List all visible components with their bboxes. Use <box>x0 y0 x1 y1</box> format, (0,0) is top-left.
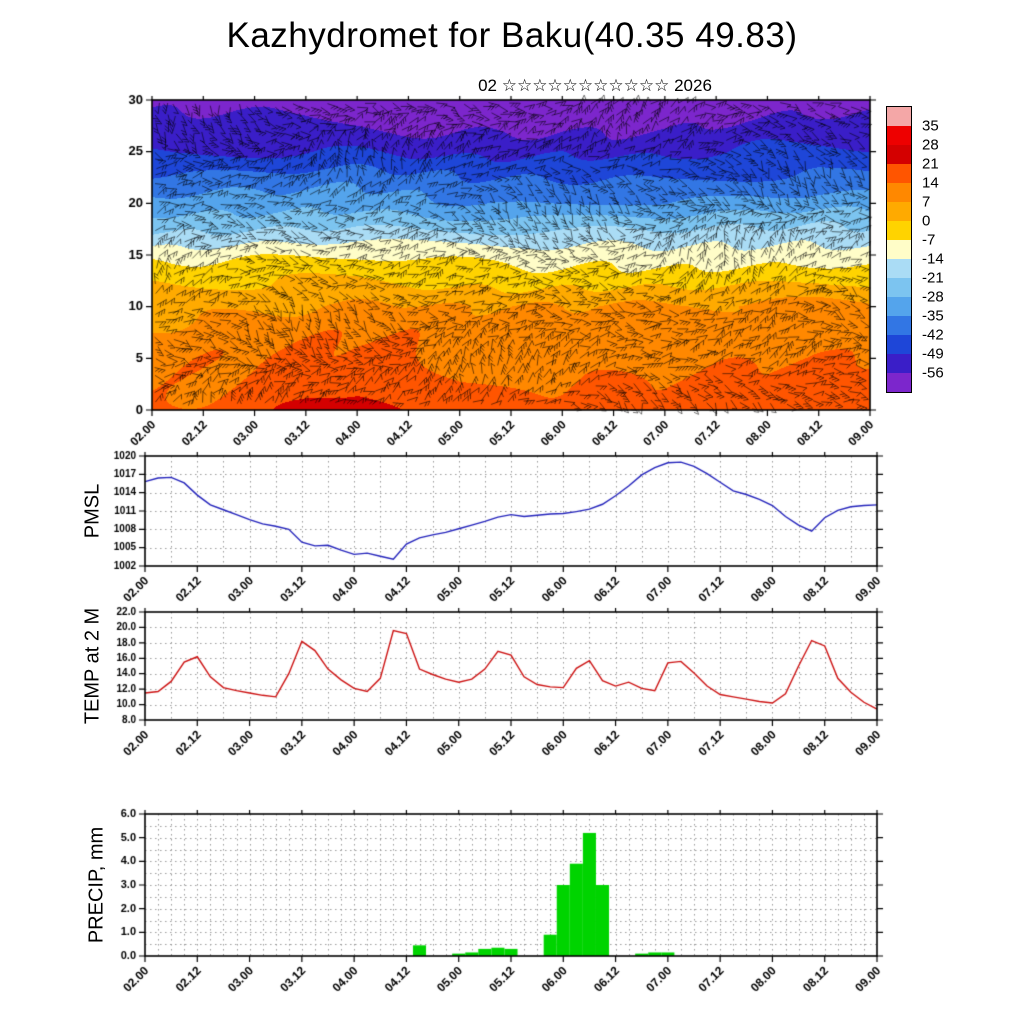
colorbar-label-column: 35 28 21 14 7 0 -7 -14 -21 -28 -35 -42 -49 -56 <box>922 106 962 393</box>
colorbar-label: 0 <box>922 212 931 230</box>
colorbar-cell <box>887 107 911 126</box>
pmsl-panel <box>96 446 906 606</box>
colorbar-cell <box>887 164 911 183</box>
colorbar-label: 28 <box>922 136 939 154</box>
colorbar-cell <box>887 316 911 335</box>
cross-section-panel <box>96 92 906 472</box>
colorbar-label: -56 <box>922 364 944 382</box>
colorbar-label: -49 <box>922 345 944 363</box>
colorbar-cell <box>887 373 911 392</box>
colorbar-label: 21 <box>922 155 939 173</box>
colorbar-cell <box>887 183 911 202</box>
chart-subtitle: 02 ☆☆☆☆☆☆☆☆☆☆☆ 2026 <box>478 76 712 95</box>
colorbar-label: 35 <box>922 117 939 135</box>
colorbar-label: 14 <box>922 174 939 192</box>
colorbar-cell <box>887 297 911 316</box>
chart-title: Kazhydromet for Baku(40.35 49.83) <box>226 16 798 55</box>
colorbar-cell <box>887 335 911 354</box>
colorbar-cell <box>887 259 911 278</box>
colorbar-cell <box>887 126 911 145</box>
colorbar-cell <box>887 354 911 373</box>
colorbar-label: -14 <box>922 250 944 268</box>
colorbar-cell <box>887 240 911 259</box>
colorbar-label: 7 <box>922 193 931 211</box>
colorbar-label: -7 <box>922 231 936 249</box>
colorbar-label: -21 <box>922 269 944 287</box>
temperature-colorbar <box>886 106 912 393</box>
temp-panel <box>96 602 906 762</box>
colorbar-cell <box>887 221 911 240</box>
colorbar-cell <box>887 202 911 221</box>
precip-panel <box>96 804 906 1019</box>
colorbar-cell <box>887 278 911 297</box>
colorbar-label: -42 <box>922 326 944 344</box>
colorbar-label: -28 <box>922 288 944 306</box>
colorbar-label: -35 <box>922 307 944 325</box>
colorbar-cell <box>887 145 911 164</box>
